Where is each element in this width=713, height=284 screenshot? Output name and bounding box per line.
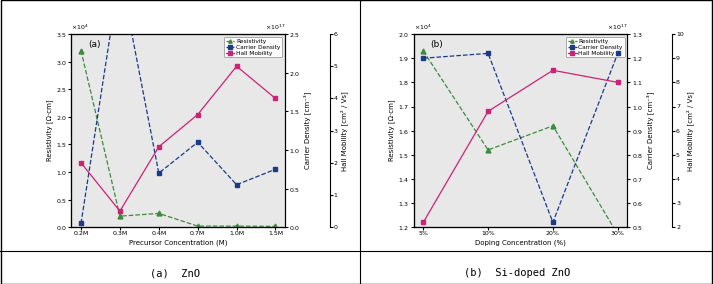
Line: Hall Mobility: Hall Mobility — [78, 64, 278, 214]
Text: (b)  Si-doped ZnO: (b) Si-doped ZnO — [463, 268, 570, 278]
Resistivity — [232, 224, 241, 228]
Resistivity — [155, 212, 163, 215]
Carrier Density — [419, 57, 428, 60]
Line: Resistivity: Resistivity — [78, 48, 278, 229]
Carrier Density — [271, 168, 279, 171]
Hall Mobility — [484, 110, 493, 113]
Carrier Density — [613, 52, 622, 55]
Hall Mobility — [548, 68, 557, 72]
Hall Mobility — [419, 221, 428, 224]
Legend: Resistivity, Carrier Density, Hall Mobility: Resistivity, Carrier Density, Hall Mobil… — [566, 37, 625, 57]
Carrier Density — [193, 141, 202, 144]
Hall Mobility — [613, 81, 622, 84]
Hall Mobility — [271, 97, 279, 100]
Y-axis label: Carrier Density [cm⁻³]: Carrier Density [cm⁻³] — [304, 92, 312, 169]
Line: Carrier Density: Carrier Density — [78, 0, 278, 226]
Hall Mobility — [116, 209, 124, 213]
Carrier Density — [484, 52, 493, 55]
Y-axis label: Carrier Density [cm⁻³]: Carrier Density [cm⁻³] — [646, 92, 654, 169]
Y-axis label: Resistivity [Ω·cm]: Resistivity [Ω·cm] — [389, 100, 395, 161]
Text: (b): (b) — [431, 40, 443, 49]
Line: Resistivity: Resistivity — [421, 49, 620, 237]
Resistivity — [613, 233, 622, 236]
Text: (a): (a) — [88, 40, 101, 49]
Resistivity — [77, 49, 86, 52]
Y-axis label: Hall Mobility [cm² / Vs]: Hall Mobility [cm² / Vs] — [341, 91, 349, 170]
Y-axis label: Resistivity [Ω·cm]: Resistivity [Ω·cm] — [46, 100, 53, 161]
Carrier Density — [77, 222, 86, 225]
Resistivity — [484, 148, 493, 152]
Text: (a)  ZnO: (a) ZnO — [150, 268, 200, 278]
Resistivity — [193, 224, 202, 228]
Resistivity — [419, 49, 428, 53]
Hall Mobility — [77, 161, 86, 164]
Line: Hall Mobility: Hall Mobility — [421, 68, 620, 225]
Resistivity — [271, 225, 279, 228]
Resistivity — [116, 214, 124, 218]
Resistivity — [548, 124, 557, 128]
Carrier Density — [232, 183, 241, 186]
Legend: Resistivity, Carrier Density, Hall Mobility: Resistivity, Carrier Density, Hall Mobil… — [224, 37, 282, 57]
Hall Mobility — [193, 113, 202, 116]
X-axis label: Doping Concentration (%): Doping Concentration (%) — [475, 239, 566, 246]
Hall Mobility — [232, 64, 241, 68]
Carrier Density — [548, 221, 557, 224]
Hall Mobility — [155, 145, 163, 149]
X-axis label: Precursor Concentration (M): Precursor Concentration (M) — [129, 239, 227, 246]
Carrier Density — [155, 172, 163, 175]
Line: Carrier Density: Carrier Density — [421, 51, 620, 225]
Y-axis label: Hall Mobility [cm² / Vs]: Hall Mobility [cm² / Vs] — [687, 91, 694, 170]
